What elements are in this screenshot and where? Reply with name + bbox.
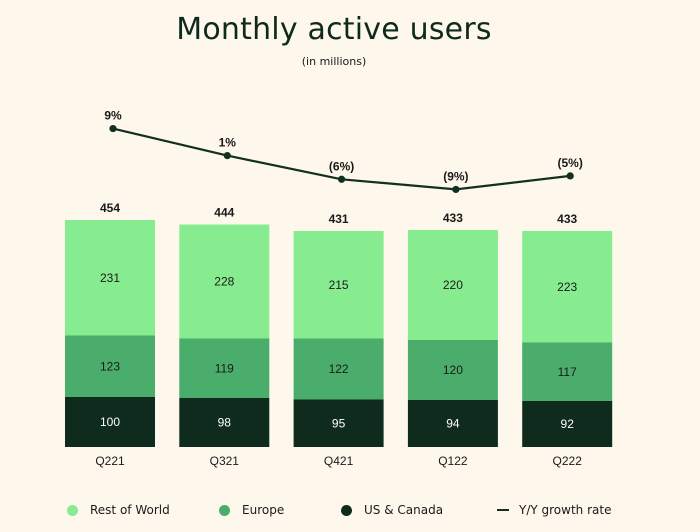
legend-label-us-canada: US & Canada: [364, 503, 444, 517]
growth-rate-label: 9%: [104, 109, 122, 123]
bar-value-rest-of-world: 215: [329, 278, 349, 292]
bar-us-canada: [179, 398, 270, 447]
bar-value-us-canada: 95: [332, 416, 346, 430]
x-tick-label: Q321: [210, 454, 240, 468]
legend-yy-growth: Y/Y growth rate: [497, 500, 611, 520]
bar-europe: [179, 338, 270, 398]
bar-europe: [293, 338, 384, 400]
legend-label-europe: Europe: [242, 503, 285, 517]
bar-value-europe: 117: [558, 365, 577, 379]
growth-rate-point: [452, 185, 460, 194]
legend-label-rest-of-world: Rest of World: [90, 503, 170, 517]
bar-total-label: 431: [329, 212, 349, 226]
bar-rest-of-world: [522, 231, 613, 343]
bar-value-rest-of-world: 231: [100, 271, 120, 285]
bar-value-europe: 120: [443, 363, 463, 377]
bar-europe: [522, 342, 613, 401]
legend-swatch-rest-of-world: [67, 504, 78, 516]
growth-rate-label: (6%): [329, 159, 354, 173]
x-tick-label: Q222: [553, 454, 583, 468]
bar-rest-of-world: [179, 224, 270, 339]
legend-swatch-yy-growth: [497, 509, 509, 511]
legend-europe: Europe: [219, 500, 284, 520]
bar-value-us-canada: 94: [446, 417, 460, 431]
bar-us-canada: [407, 400, 498, 447]
growth-rate-point: [338, 175, 346, 183]
growth-rate-point: [223, 152, 231, 160]
growth-rate-point: [566, 172, 574, 180]
bar-value-rest-of-world: 220: [443, 278, 463, 292]
bar-value-europe: 119: [215, 361, 234, 375]
bar-total-label: 433: [557, 212, 577, 226]
legend-us-canada: US & Canada: [341, 500, 443, 520]
growth-rate-label: 1%: [219, 136, 237, 150]
bar-us-canada: [293, 399, 384, 447]
bar-value-europe: 123: [100, 359, 120, 373]
legend-swatch-us-canada: [341, 504, 352, 516]
bar-europe: [407, 340, 498, 400]
growth-rate-label: (5%): [558, 156, 583, 170]
bar-value-us-canada: 100: [100, 415, 120, 429]
x-tick-label: Q122: [438, 454, 468, 468]
bar-us-canada: [522, 401, 613, 447]
bar-us-canada: [65, 397, 155, 447]
bar-total-label: 444: [214, 206, 234, 220]
growth-rate-point: [109, 124, 117, 133]
bar-europe: [65, 335, 155, 397]
bar-rest-of-world: [407, 230, 498, 340]
bar-total-label: 433: [443, 211, 463, 225]
x-tick-label: Q421: [324, 454, 354, 468]
bar-rest-of-world: [293, 231, 384, 339]
bar-total-label: 454: [100, 201, 120, 215]
chart-title: Monthly active users: [176, 12, 492, 47]
bar-value-rest-of-world: 228: [214, 275, 234, 289]
bar-value-rest-of-world: 223: [557, 280, 577, 294]
legend-swatch-europe: [219, 504, 230, 516]
x-tick-label: Q221: [95, 454, 125, 468]
legend-label-yy-growth: Y/Y growth rate: [519, 503, 612, 517]
legend-rest-of-world: Rest of World: [67, 500, 170, 520]
bar-value-us-canada: 92: [561, 417, 575, 431]
growth-rate-label: (9%): [443, 169, 468, 183]
bar-value-europe: 122: [329, 362, 349, 376]
bar-rest-of-world: [65, 220, 155, 336]
chart-subtitle: (in millions): [301, 55, 367, 68]
bar-value-us-canada: 98: [218, 416, 232, 430]
